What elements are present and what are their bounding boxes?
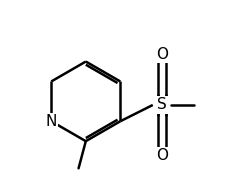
Text: O: O [156,47,168,62]
Text: S: S [157,98,167,112]
Text: N: N [46,114,57,129]
Text: O: O [156,148,168,163]
